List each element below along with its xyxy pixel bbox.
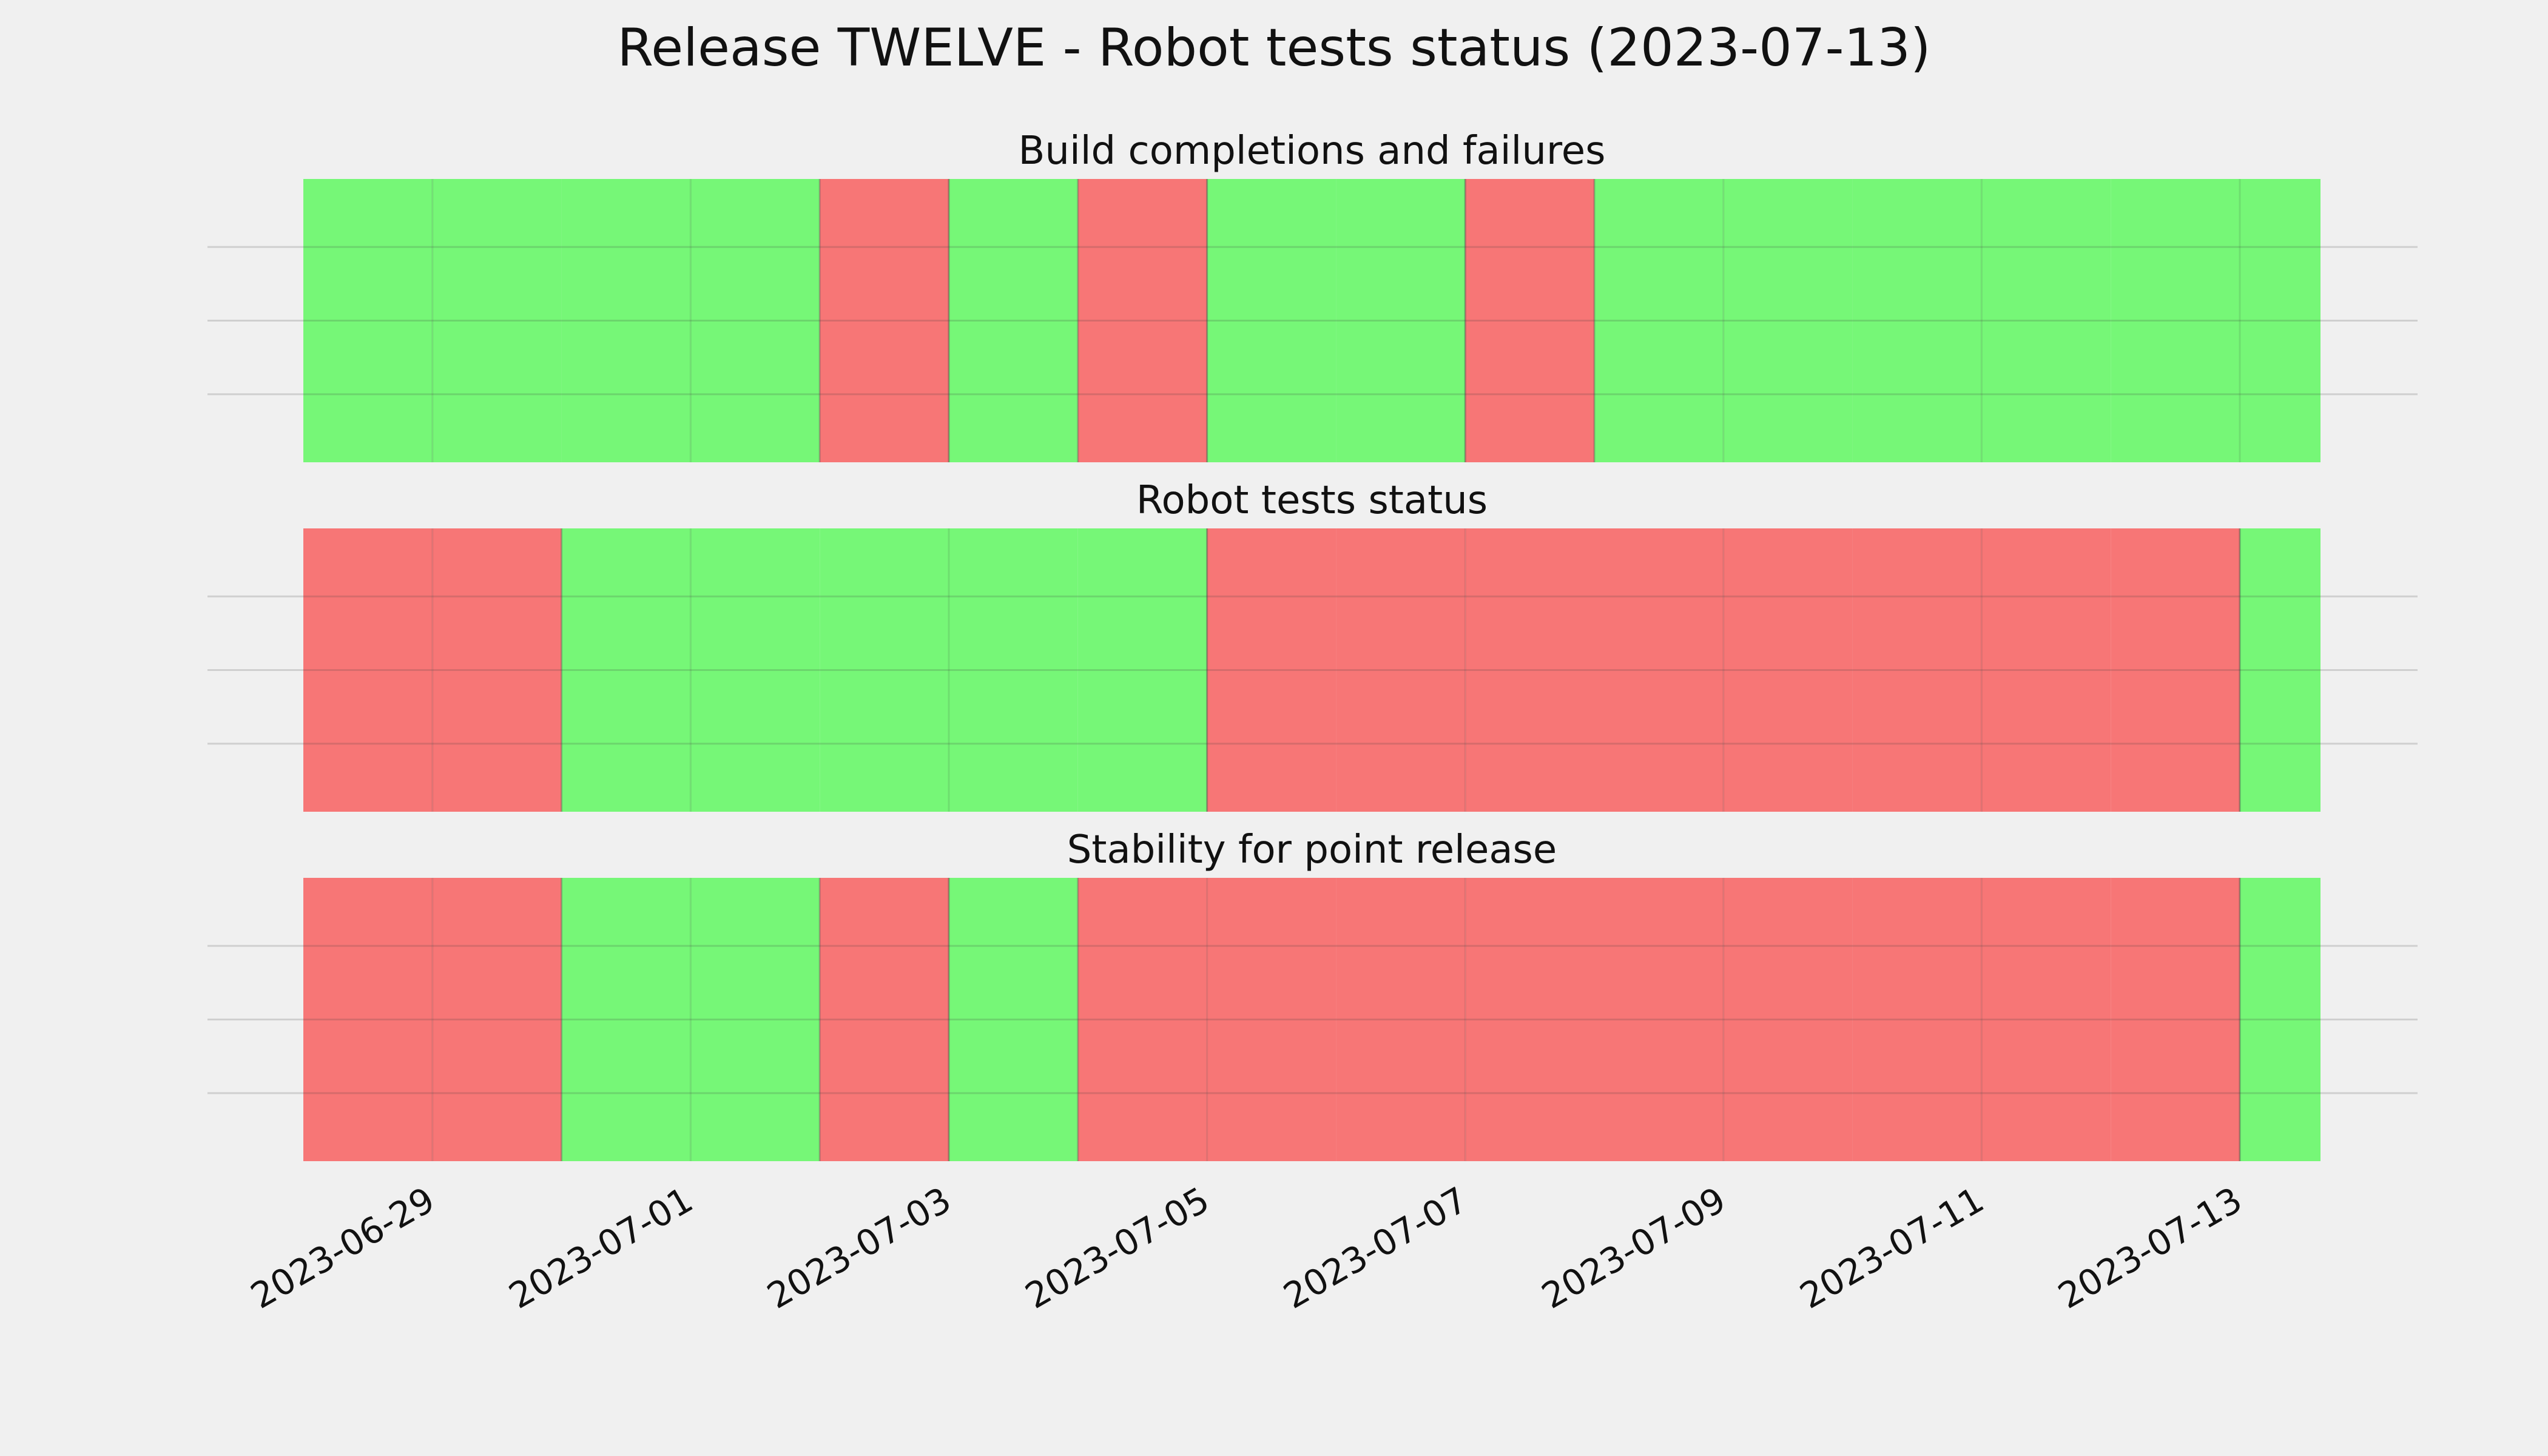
status-bar-pass [690,179,820,462]
x-tick-label: 2023-07-01 [502,1179,699,1316]
status-bar-fail [1207,528,1336,812]
status-bar-pass [1981,179,2111,462]
x-tick-label: 2023-07-13 [2051,1179,2249,1316]
status-bar-fail [820,179,949,462]
status-bar-pass [1207,179,1336,462]
panel-1: Build completions and failures [207,129,2418,462]
status-bar-pass [2240,528,2320,812]
status-bar-fail [1465,878,1594,1161]
status-bar-fail [432,528,562,812]
status-bar-pass [2240,878,2320,1161]
panel-3: Stability for point release [207,827,2418,1161]
status-bar-fail [1077,179,1207,462]
x-tick-label: 2023-07-09 [1535,1179,1733,1316]
status-bar-fail [2111,878,2240,1161]
status-bar-fail [1336,528,1466,812]
status-bar-fail [432,878,562,1161]
status-bar-fail [820,878,949,1161]
status-bar-pass [561,878,691,1161]
x-tick-label: 2023-07-05 [1019,1179,1216,1316]
x-tick-label: 2023-07-11 [1793,1179,1990,1316]
x-tick-label: 2023-06-29 [244,1179,442,1316]
status-bar-pass [949,528,1078,812]
status-bar-pass [690,528,820,812]
status-bar-fail [2111,528,2240,812]
chart-title: Release TWELVE - Robot tests status (202… [617,18,1930,78]
status-bar-fail [1594,878,1724,1161]
status-bar-pass [820,528,949,812]
status-bar-fail [1207,878,1336,1161]
status-bar-pass [561,179,691,462]
status-bar-pass [2240,179,2320,462]
x-axis: 2023-06-29 2023-07-01 2023-07-03 2023-07-05… [244,1179,2249,1316]
status-bar-pass [2111,179,2240,462]
status-bar-pass [690,878,820,1161]
panel-title: Stability for point release [1067,827,1557,872]
status-bar-pass [1723,179,1853,462]
status-bar-fail [1336,878,1466,1161]
status-bar-pass [949,878,1078,1161]
status-bar-pass [1852,179,1982,462]
status-bar-pass [1336,179,1466,462]
status-bar-fail [1981,878,2111,1161]
panel-title: Build completions and failures [1019,129,1606,174]
status-bar-fail [1077,878,1207,1161]
panel-title: Robot tests status [1136,478,1488,523]
status-bar-fail [303,878,433,1161]
status-bar-fail [1723,528,1853,812]
status-bar-fail [1723,878,1853,1161]
status-bar-fail [1465,528,1594,812]
status-bar-pass [1594,179,1724,462]
status-bar-fail [1852,878,1982,1161]
panel-2: Robot tests status [207,478,2418,812]
status-bar-pass [432,179,562,462]
status-bar-pass [303,179,433,462]
status-bar-fail [1594,528,1724,812]
x-tick-label: 2023-07-07 [1276,1179,1474,1316]
status-bar-fail [1981,528,2111,812]
status-bar-fail [1465,179,1594,462]
status-bar-pass [1077,528,1207,812]
status-bar-fail [1852,528,1982,812]
status-bar-fail [303,528,433,812]
panels-layer: Build completions and failures Robot test… [207,129,2418,1161]
x-tick-label: 2023-07-03 [760,1179,958,1316]
status-bar-pass [561,528,691,812]
status-bar-pass [949,179,1078,462]
